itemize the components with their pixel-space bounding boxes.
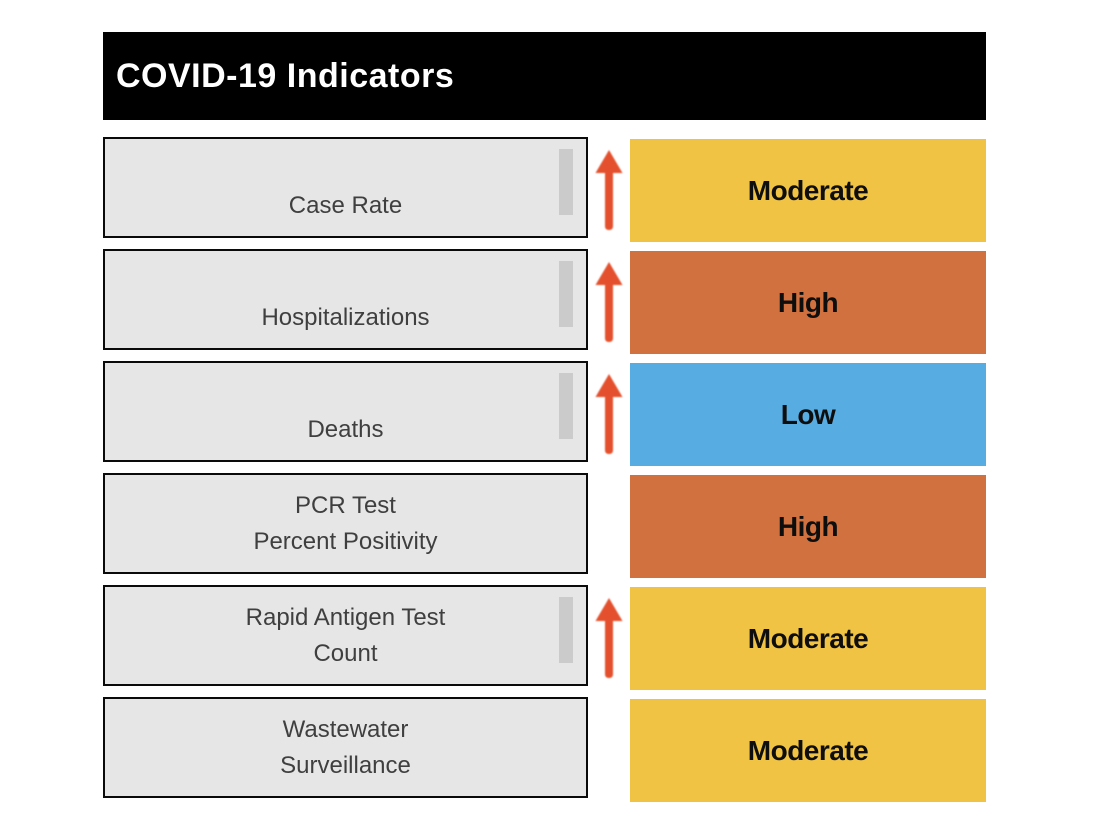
trend-arrow-zone — [588, 249, 630, 350]
indicator-label-box: PCR Test Percent Positivity — [103, 473, 588, 574]
status-badge: Moderate — [630, 139, 986, 242]
scrollbar-thumb — [559, 261, 573, 327]
indicator-label-box: Hospitalizations — [103, 249, 588, 350]
scrollbar-thumb — [559, 149, 573, 215]
indicator-row: Case Rate Moderate — [103, 137, 986, 242]
trend-up-arrow-icon — [595, 598, 623, 678]
trend-up-arrow-icon — [595, 150, 623, 230]
indicator-label: Deaths — [307, 415, 384, 443]
indicator-label: Case Rate — [288, 191, 403, 219]
indicator-label: Rapid Antigen Test Count — [245, 603, 446, 667]
indicator-rows: Case Rate Moderate Hospitalizations High — [103, 137, 986, 802]
indicator-label-box: Case Rate — [103, 137, 588, 238]
status-label: High — [777, 286, 839, 318]
scrollbar-thumb — [559, 373, 573, 439]
trend-arrow-zone — [588, 137, 630, 238]
indicator-label: Hospitalizations — [261, 303, 430, 331]
scrollbar-thumb — [559, 597, 573, 663]
indicator-row: Hospitalizations High — [103, 249, 986, 354]
indicator-row: Rapid Antigen Test Count Moderate — [103, 585, 986, 690]
indicator-label: PCR Test Percent Positivity — [253, 491, 438, 555]
status-badge: Low — [630, 363, 986, 466]
trend-arrow-zone — [588, 697, 630, 798]
header: COVID-19 Indicators — [103, 32, 986, 120]
status-label: Moderate — [747, 622, 869, 654]
indicator-label-box: Wastewater Surveillance — [103, 697, 588, 798]
status-label: Low — [780, 398, 836, 430]
status-label: High — [777, 510, 839, 542]
status-label: Moderate — [747, 734, 869, 766]
trend-arrow-zone — [588, 473, 630, 574]
indicator-row: PCR Test Percent Positivity High — [103, 473, 986, 578]
status-badge: Moderate — [630, 699, 986, 802]
page-title: COVID-19 Indicators — [116, 56, 455, 95]
trend-up-arrow-icon — [595, 374, 623, 454]
indicator-label: Wastewater Surveillance — [280, 715, 411, 779]
indicator-row: Wastewater Surveillance Moderate — [103, 697, 986, 802]
indicator-label-box: Rapid Antigen Test Count — [103, 585, 588, 686]
status-badge: High — [630, 251, 986, 354]
status-label: Moderate — [747, 174, 869, 206]
status-badge: High — [630, 475, 986, 578]
indicator-label-box: Deaths — [103, 361, 588, 462]
indicator-row: Deaths Low — [103, 361, 986, 466]
trend-arrow-zone — [588, 361, 630, 462]
trend-up-arrow-icon — [595, 262, 623, 342]
trend-arrow-zone — [588, 585, 630, 686]
status-badge: Moderate — [630, 587, 986, 690]
